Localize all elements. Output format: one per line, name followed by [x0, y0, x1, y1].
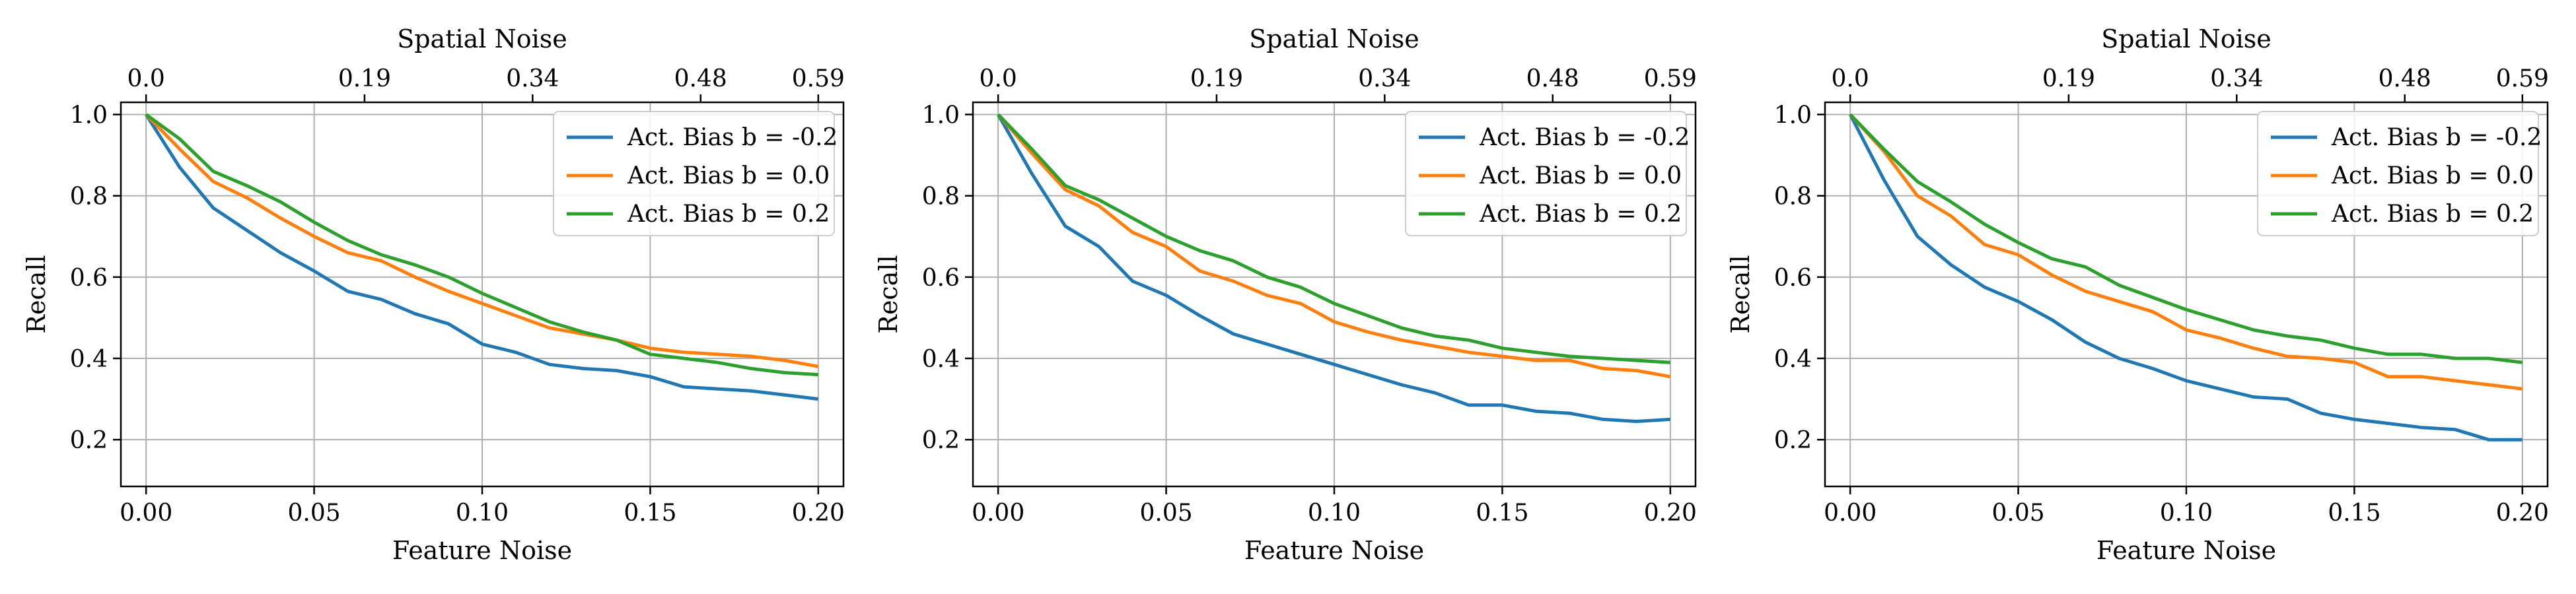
- series-line-2: [1849, 113, 2523, 391]
- top-x-tick-label: 0.34: [506, 65, 559, 92]
- top-x-tick-label: 0.19: [338, 65, 391, 92]
- x-tick-label: 0.05: [1992, 500, 2045, 527]
- y-axis-label: Recall: [874, 255, 903, 333]
- y-tick-label: 0.6: [1774, 265, 1812, 292]
- top-x-axis-label: Spatial Noise: [1249, 24, 1419, 53]
- series-line-1: [145, 114, 819, 401]
- top-x-tick-label: 0.59: [1644, 65, 1697, 92]
- x-tick-label: 0.15: [1476, 500, 1528, 527]
- top-x-tick-label: 0.59: [792, 65, 845, 92]
- x-tick-label: 0.00: [120, 500, 172, 527]
- series-line-2: [145, 113, 819, 368]
- top-x-tick-label: 0.48: [1526, 65, 1579, 92]
- legend-box: [1405, 111, 1687, 236]
- x-axis-label: Feature Noise: [392, 536, 572, 565]
- legend-entry-label: Act. Bias b = -0.2: [1479, 124, 1690, 151]
- x-tick-label: 0.00: [1824, 500, 1877, 527]
- x-tick-label: 0.20: [1644, 500, 1697, 527]
- y-tick-label: 1.0: [70, 102, 108, 129]
- legend-entry-label: Act. Bias b = 0.2: [627, 201, 830, 228]
- legend-box: [2257, 111, 2539, 236]
- top-x-tick-label: 0.0: [980, 65, 1017, 92]
- chart-panel-2: 0.00 0.05 0.10 0.15 0.20 0.2 0.4 0.6 0.8 1.0 0.0 0.…: [874, 24, 1697, 565]
- y-tick-label: 0.8: [1774, 183, 1812, 211]
- y-axis-label: Recall: [22, 255, 51, 333]
- chart-panel-3: 0.00 0.05 0.10 0.15 0.20 0.2 0.4 0.6 0.8 1.0 0.0 0.…: [1726, 24, 2549, 565]
- x-tick-label: 0.20: [2496, 500, 2549, 527]
- top-x-axis-label: Spatial Noise: [2101, 24, 2272, 53]
- legend: Act. Bias b = -0.2 Act. Bias b = 0.0 Act. …: [553, 111, 838, 236]
- top-x-tick-label: 0.59: [2496, 65, 2549, 92]
- y-tick-label: 0.8: [922, 183, 960, 211]
- x-tick-label: 0.00: [972, 500, 1024, 527]
- top-x-tick-label: 0.48: [2379, 65, 2431, 92]
- x-tick-label: 0.15: [2328, 500, 2380, 527]
- legend-entry-label: Act. Bias b = 0.0: [1479, 162, 1682, 189]
- y-tick-label: 0.2: [1774, 427, 1812, 454]
- y-tick-label: 0.6: [922, 265, 960, 292]
- x-tick-label: 0.05: [288, 500, 341, 527]
- top-x-tick-label: 0.0: [127, 65, 165, 92]
- chart-panel-1: 0.00 0.05 0.10 0.15 0.20 0.2 0.4 0.6 0.8 1.0 0.0 0.…: [22, 24, 845, 565]
- top-x-tick-label: 0.34: [2210, 65, 2263, 92]
- top-x-tick-label: 0.34: [1358, 65, 1411, 92]
- legend-entry-label: Act. Bias b = 0.2: [2331, 201, 2534, 228]
- series-line-2: [997, 113, 1671, 379]
- legend: Act. Bias b = -0.2 Act. Bias b = 0.0 Act. …: [2257, 111, 2542, 236]
- x-tick-label: 0.20: [792, 500, 845, 527]
- series-line-3: [1849, 113, 2523, 364]
- x-tick-label: 0.05: [1140, 500, 1193, 527]
- x-tick-label: 0.10: [1308, 500, 1361, 527]
- legend-entry-label: Act. Bias b = -0.2: [627, 124, 838, 151]
- top-x-axis-label: Spatial Noise: [397, 24, 567, 53]
- y-tick-label: 1.0: [922, 102, 960, 129]
- y-tick-label: 0.8: [70, 183, 108, 211]
- series-line-1: [1848, 114, 2522, 442]
- series-line-3: [997, 113, 1670, 364]
- x-tick-label: 0.15: [624, 500, 676, 527]
- legend-entry-label: Act. Bias b = 0.0: [627, 162, 830, 189]
- legend: Act. Bias b = -0.2 Act. Bias b = 0.0 Act. …: [1405, 111, 1690, 236]
- y-axis-label: Recall: [1726, 255, 1755, 333]
- top-x-tick-label: 0.0: [1832, 65, 1869, 92]
- legend-entry-label: Act. Bias b = 0.0: [2331, 162, 2534, 189]
- y-tick-label: 0.4: [922, 346, 960, 373]
- y-tick-label: 0.2: [922, 427, 960, 454]
- legend-box: [553, 111, 835, 236]
- x-axis-label: Feature Noise: [2096, 536, 2276, 565]
- y-tick-label: 0.4: [1774, 346, 1812, 373]
- legend-entry-label: Act. Bias b = 0.2: [1479, 201, 1682, 228]
- top-x-tick-label: 0.19: [2042, 65, 2095, 92]
- y-tick-label: 0.6: [70, 265, 108, 292]
- top-x-tick-label: 0.48: [674, 65, 727, 92]
- series-line-1: [997, 114, 1670, 423]
- x-axis-label: Feature Noise: [1244, 536, 1424, 565]
- series-line-3: [145, 113, 818, 377]
- y-tick-label: 1.0: [1774, 102, 1812, 129]
- y-tick-label: 0.4: [70, 346, 108, 373]
- legend-entry-label: Act. Bias b = -0.2: [2331, 124, 2542, 151]
- x-tick-label: 0.10: [2160, 500, 2213, 527]
- top-x-tick-label: 0.19: [1190, 65, 1243, 92]
- x-tick-label: 0.10: [456, 500, 509, 527]
- y-tick-label: 0.2: [70, 427, 108, 454]
